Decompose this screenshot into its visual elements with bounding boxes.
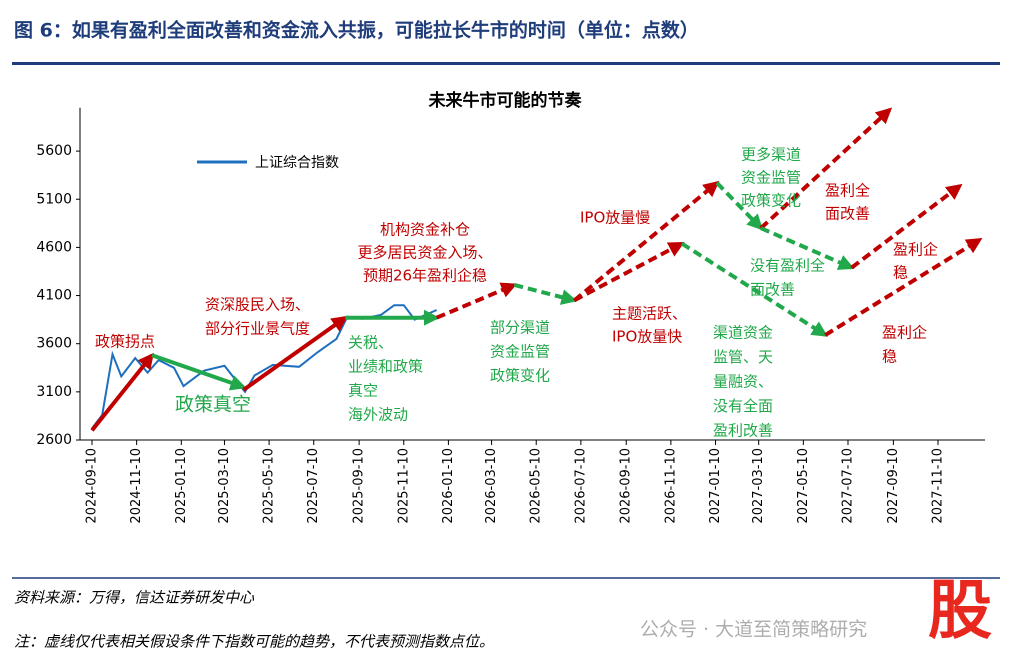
annotation: 真空 [348, 382, 378, 400]
y-tick-label: 3600 [36, 336, 72, 352]
trend-arrow [242, 315, 348, 392]
annotation: IPO放量慢 [580, 209, 650, 227]
trend-arrow [435, 282, 518, 320]
x-tick-label: 2024-11-10 [129, 448, 144, 524]
annotation: 量融资、 [713, 373, 773, 391]
annotation: 盈利改善 [713, 422, 773, 440]
annotation: 政策变化 [741, 192, 801, 210]
trend-arrow [573, 180, 720, 302]
annotation: 资金监管 [490, 343, 550, 361]
annotation: 没有盈利全 [750, 257, 825, 275]
trend-arrow [759, 107, 893, 230]
x-tick-label: 2027-07-10 [840, 448, 855, 524]
annotation: 没有全面 [713, 397, 773, 415]
trend-arrow [90, 352, 155, 432]
watermark-logo: 股 [928, 575, 992, 649]
x-tick-label: 2025-09-10 [352, 448, 367, 524]
x-tick-label: 2024-09-10 [85, 448, 100, 524]
annotation: 更多渠道 [741, 146, 801, 164]
annotation: 稳 [893, 264, 908, 282]
x-tick-label: 2027-05-10 [796, 448, 811, 524]
annotation: 部分渠道 [490, 319, 550, 337]
trend-arrow [760, 226, 855, 270]
annotation: 机构资金补仓 [380, 221, 470, 239]
x-tick-label: 2026-05-10 [529, 448, 544, 524]
x-tick-label: 2026-03-10 [484, 448, 499, 524]
source: 资料来源：万得，信达证券研发中心 [14, 589, 255, 607]
annotation: 部分行业景气度 [205, 320, 310, 338]
trend-arrow [824, 237, 983, 337]
index-line [91, 304, 438, 430]
annotation: 面改善 [750, 281, 795, 299]
annotation: 稳 [882, 348, 897, 366]
annotation: 主题活跃、 [612, 305, 687, 323]
x-tick-label: 2025-03-10 [217, 448, 232, 524]
annotation: 更多居民资金入场、 [357, 244, 492, 262]
annotation: 盈利企 [893, 241, 938, 259]
x-tick-label: 2027-01-10 [708, 448, 723, 524]
annotation: 渠道资金 [713, 324, 773, 342]
trend-arrow [513, 283, 578, 305]
trend-arrow [715, 181, 764, 231]
x-tick-label: 2026-07-10 [573, 448, 588, 524]
trend-arrow [151, 353, 247, 391]
y-tick-label: 5600 [36, 143, 72, 159]
x-tick-label: 2026-11-10 [663, 448, 678, 524]
legend-label: 上证综合指数 [255, 155, 339, 171]
annotation: 业绩和政策 [348, 358, 423, 376]
annotation: 资金监管 [741, 169, 801, 187]
trend-arrow [850, 183, 963, 270]
x-tick-label: 2025-01-10 [174, 448, 189, 524]
x-tick-label: 2025-05-10 [262, 448, 277, 524]
annotation: 政策变化 [490, 367, 550, 385]
x-tick-label: 2027-11-10 [931, 448, 946, 524]
annotation: 政策真空 [175, 394, 251, 416]
annotation: 监管、天 [713, 348, 773, 366]
x-tick-label: 2026-09-10 [619, 448, 634, 524]
chart-title: 未来牛市可能的节奏 [428, 90, 583, 111]
note: 注：虚线仅代表相关假设条件下指数可能的趋势，不代表预测指数点位。 [14, 633, 494, 651]
x-tick-label: 2027-09-10 [886, 448, 901, 524]
annotation: 政策拐点 [95, 333, 155, 351]
y-tick-label: 5100 [36, 191, 72, 207]
x-tick-label: 2025-07-10 [306, 448, 321, 524]
y-tick-label: 3100 [36, 384, 72, 400]
watermark: 公众号 · 大道至简策略研究 [640, 619, 867, 641]
annotation: IPO放量快 [612, 328, 682, 346]
annotation: 海外波动 [348, 406, 408, 424]
annotation: 面改善 [825, 205, 870, 223]
annotation: 资深股民入场、 [205, 296, 310, 314]
x-tick-label: 2026-01-10 [441, 448, 456, 524]
annotation: 关税、 [348, 334, 393, 352]
annotation: 盈利企 [882, 324, 927, 342]
header-rule [12, 62, 1000, 65]
annotation: 预期26年盈利企稳 [363, 267, 487, 285]
y-tick-label: 4600 [36, 239, 72, 255]
trend-arrow [680, 241, 828, 337]
y-tick-label: 4100 [36, 288, 72, 304]
header-title: 图 6：如果有盈利全面改善和资金流入共振，可能拉长牛市的时间（单位：点数） [14, 19, 699, 42]
y-tick-label: 2600 [36, 432, 72, 448]
annotation: 盈利全 [825, 182, 870, 200]
x-tick-label: 2027-03-10 [751, 448, 766, 524]
trend-arrow [573, 241, 685, 303]
x-tick-label: 2025-11-10 [396, 448, 411, 524]
